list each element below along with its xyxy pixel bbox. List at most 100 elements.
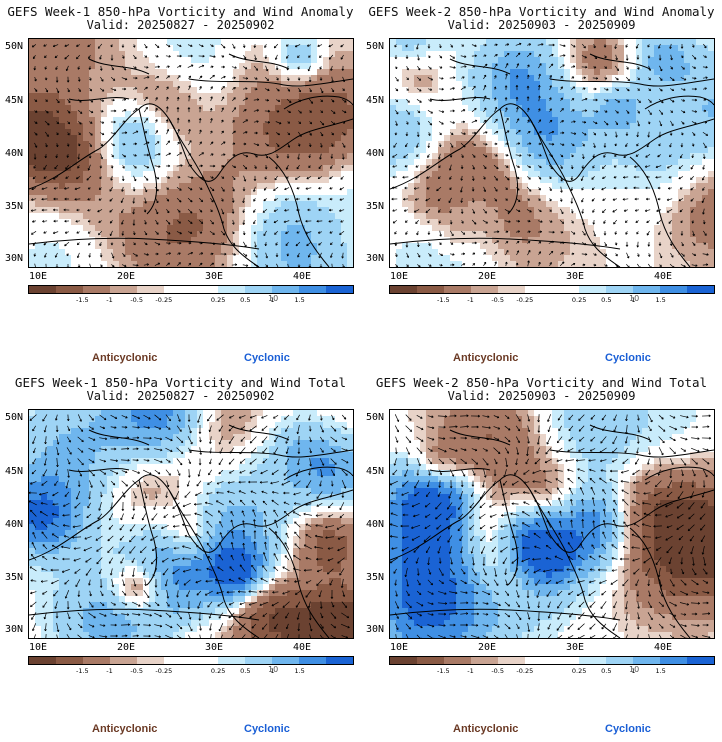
colorbar-swatch [137, 657, 164, 664]
colorbar-swatch [552, 657, 579, 664]
colorbar-swatch [164, 286, 191, 293]
panel-week1-total: GEFS Week-1 850-hPa Vorticity and Wind T… [0, 371, 361, 742]
colorbar-swatch [272, 286, 299, 293]
colorbar-tick-label: 1 [270, 296, 275, 304]
colorbar-tick-label: 1 [631, 296, 636, 304]
lon-label: 30E [566, 642, 585, 653]
colorbar-swatch [687, 657, 714, 664]
lon-label: 40E [293, 642, 312, 653]
colorbar-swatch [687, 286, 714, 293]
colorbar-swatch [272, 657, 299, 664]
panel-valid-dates: Valid: 20250827 - 20250902 [86, 389, 275, 403]
colorbar-swatch [525, 657, 552, 664]
colorbar [28, 656, 354, 665]
lon-label: 30E [566, 271, 585, 282]
colorbar-unit: 10 [268, 294, 279, 303]
colorbar-tick-label: 0.5 [240, 296, 251, 304]
lat-label: 35N [366, 201, 385, 212]
lat-label: 30N [5, 253, 24, 264]
panel-valid-dates: Valid: 20250827 - 20250902 [86, 18, 275, 32]
colorbar-tick-label: -1 [467, 667, 474, 675]
colorbar-tick-label: -1 [467, 296, 474, 304]
colorbar-swatch [606, 657, 633, 664]
colorbar-unit: 10 [268, 665, 279, 674]
colorbar-swatch [660, 286, 687, 293]
panel-title: GEFS Week-2 850-hPa Vorticity and Wind T… [375, 375, 708, 390]
panel-title: GEFS Week-1 850-hPa Vorticity and Wind A… [7, 4, 354, 19]
colorbar-tick-label: 1.5 [655, 296, 666, 304]
colorbar-swatch [29, 286, 56, 293]
lat-label: 30N [5, 624, 24, 635]
lon-label: 20E [478, 271, 497, 282]
colorbar-tick-label: -1.5 [75, 667, 89, 675]
lat-label: 40N [5, 148, 24, 159]
colorbar-tick-label: 0.25 [571, 667, 587, 675]
lon-label: 40E [654, 642, 673, 653]
vorticity-field [29, 39, 353, 267]
panel-valid-dates: Valid: 20250903 - 20250909 [447, 18, 636, 32]
lon-label: 30E [205, 642, 224, 653]
lon-label: 20E [117, 642, 136, 653]
colorbar-swatch [498, 286, 525, 293]
lon-label: 40E [293, 271, 312, 282]
anticyclonic-label: Anticyclonic [453, 723, 519, 735]
lat-label: 45N [5, 466, 24, 477]
colorbar-tick-label: 0.5 [601, 667, 612, 675]
lon-label: 30E [205, 271, 224, 282]
colorbar-tick-label: 1.5 [294, 667, 305, 675]
colorbar-swatch [56, 286, 83, 293]
colorbar-swatch [191, 286, 218, 293]
colorbar-swatch [390, 286, 417, 293]
colorbar-swatch [110, 657, 137, 664]
lat-label: 40N [5, 519, 24, 530]
colorbar-tick-label: -0.5 [491, 296, 504, 304]
colorbar-swatch [606, 286, 633, 293]
cyclonic-label: Cyclonic [244, 723, 290, 735]
colorbar-swatch [660, 657, 687, 664]
colorbar-swatch [579, 657, 606, 664]
colorbar-swatch [444, 286, 471, 293]
lon-label: 20E [117, 271, 136, 282]
wind-arrows [29, 413, 350, 638]
lon-label: 20E [478, 642, 497, 653]
colorbar-tick-label: 0.5 [601, 296, 612, 304]
vorticity-map [28, 38, 354, 268]
colorbar-tick-label: 0.25 [210, 296, 226, 304]
colorbar [389, 656, 715, 665]
vorticity-field [29, 410, 353, 638]
wind-arrows [30, 43, 347, 267]
lat-label: 50N [366, 41, 385, 52]
colorbar-swatch [137, 286, 164, 293]
colorbar-tick-label: -0.5 [491, 667, 504, 675]
colorbar-swatch [218, 657, 245, 664]
colorbar-tick-label: -1 [106, 296, 113, 304]
colorbar-swatch [245, 657, 272, 664]
colorbar-tick-label: 1.5 [294, 296, 305, 304]
colorbar-tick-label: -0.5 [130, 667, 143, 675]
lat-label: 45N [366, 95, 385, 106]
colorbar-swatch [444, 657, 471, 664]
lat-label: 50N [366, 412, 385, 423]
panel-week2-anomaly: GEFS Week-2 850-hPa Vorticity and Wind A… [361, 0, 722, 371]
anticyclonic-label: Anticyclonic [92, 723, 158, 735]
cyclonic-label: Cyclonic [244, 352, 290, 364]
panel-week2-total: GEFS Week-2 850-hPa Vorticity and Wind T… [361, 371, 722, 742]
vorticity-map [28, 409, 354, 639]
colorbar-tick-label: -0.25 [155, 667, 173, 675]
colorbar [28, 285, 354, 294]
panel-title: GEFS Week-2 850-hPa Vorticity and Wind A… [368, 4, 715, 19]
colorbar-swatch [326, 657, 353, 664]
vorticity-field [390, 410, 714, 638]
lat-label: 40N [366, 148, 385, 159]
lon-label: 40E [654, 271, 673, 282]
colorbar-tick-label: 1 [631, 667, 636, 675]
colorbar-unit: 10 [629, 294, 640, 303]
colorbar-tick-label: 0.25 [571, 296, 587, 304]
panel-week1-anomaly: GEFS Week-1 850-hPa Vorticity and Wind A… [0, 0, 361, 371]
wind-arrows [391, 42, 709, 267]
lat-label: 45N [366, 466, 385, 477]
colorbar-swatch [417, 657, 444, 664]
colorbar-tick-label: 1 [270, 667, 275, 675]
vorticity-field [390, 39, 714, 267]
colorbar-swatch [218, 286, 245, 293]
